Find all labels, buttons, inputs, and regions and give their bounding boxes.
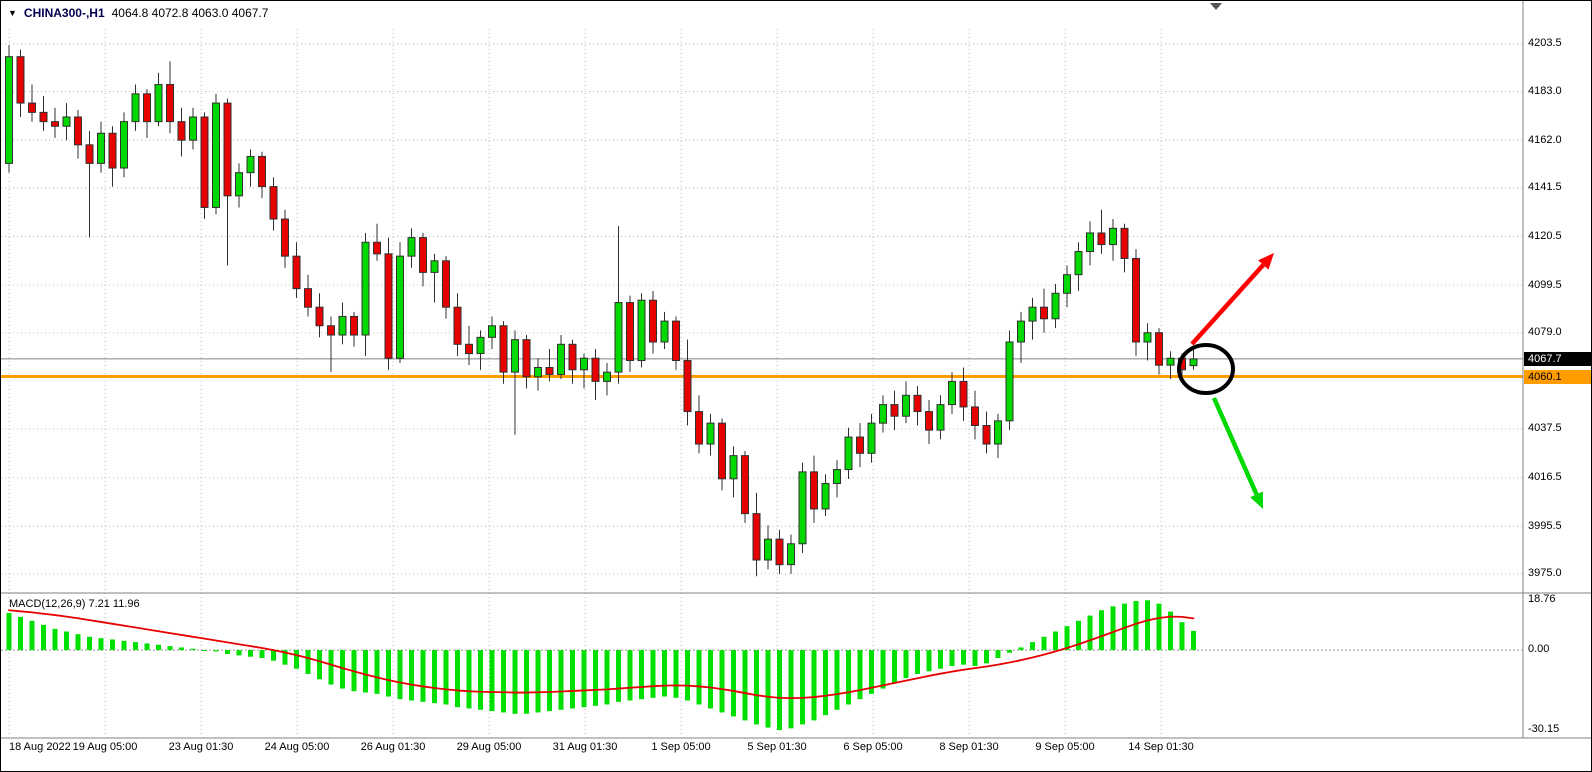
price-tick-label: 4183.0: [1528, 84, 1562, 97]
time-axis[interactable]: 18 Aug 2022 19 Aug 05:00 23 Aug 01:30 24 Au…: [1, 741, 1523, 757]
price-tick-label: 4099.5: [1528, 278, 1562, 291]
price-tick-label: 4203.5: [1528, 37, 1562, 50]
time-tick-label: 1 Sep 05:00: [651, 741, 711, 753]
symbol-period-label: CHINA300-,H1: [23, 6, 105, 20]
ohlc-values: 4064.8 4072.8 4063.0 4067.7: [111, 6, 269, 20]
time-tick-label: 31 Aug 01:30: [552, 741, 618, 753]
time-tick-label: 26 Aug 01:30: [360, 741, 426, 753]
time-tick-label: 29 Aug 05:00: [456, 741, 522, 753]
macd-tick-label: 0.00: [1528, 643, 1550, 655]
time-tick-label: 9 Sep 05:00: [1035, 741, 1095, 753]
price-tick-label: 4141.5: [1528, 181, 1562, 194]
price-tick-label: 4016.5: [1528, 471, 1562, 484]
macd-tick-label: 18.76: [1528, 593, 1556, 605]
bullish-scenario-arrow[interactable]: [1190, 263, 1265, 346]
price-tick-label: 3995.5: [1528, 519, 1562, 532]
time-tick-label: 6 Sep 05:00: [843, 741, 903, 753]
time-tick-label: 24 Aug 05:00: [264, 741, 330, 753]
macd-signal-line: [8, 609, 1195, 700]
chart-header: ▼ CHINA300-,H1 4064.8 4072.8 4063.0 4067…: [8, 6, 268, 20]
time-tick-label: 5 Sep 01:30: [747, 741, 807, 753]
candlesticks: [5, 45, 1198, 577]
bearish-scenario-arrow[interactable]: [1211, 397, 1259, 496]
hline-price-badge: 4060.1: [1524, 369, 1591, 384]
chart-shift-marker-icon[interactable]: [1210, 3, 1222, 10]
price-tick-label: 4079.0: [1528, 326, 1562, 339]
symbol-dropdown-icon[interactable]: ▼: [8, 7, 17, 18]
current-price-badge: 4067.7: [1524, 351, 1591, 366]
price-axis[interactable]: 4203.5 4183.0 4162.0 4141.5 4120.5 4099.5 4079…: [1523, 1, 1591, 738]
highlight-circle[interactable]: [1177, 343, 1235, 395]
price-tick-label: 4120.5: [1528, 229, 1562, 242]
price-tick-label: 4037.5: [1528, 422, 1562, 435]
price-tick-label: 4162.0: [1528, 133, 1562, 146]
time-tick-label: 14 Sep 01:30: [1128, 741, 1194, 753]
time-tick-label: 19 Aug 05:00: [72, 741, 138, 753]
bearish-scenario-arrow-head[interactable]: [1250, 491, 1263, 509]
time-tick-label: 18 Aug 2022: [9, 741, 71, 753]
price-tick-label: 3975.0: [1528, 567, 1562, 580]
time-tick-label: 8 Sep 01:30: [939, 741, 999, 753]
time-tick-label: 23 Aug 01:30: [168, 741, 234, 753]
bullish-scenario-arrow-head[interactable]: [1258, 253, 1274, 270]
macd-indicator-label: MACD(12,26,9) 7.21 11.96: [9, 598, 140, 610]
macd-tick-label: -30.15: [1528, 723, 1560, 735]
macd-histogram: [6, 600, 1196, 731]
